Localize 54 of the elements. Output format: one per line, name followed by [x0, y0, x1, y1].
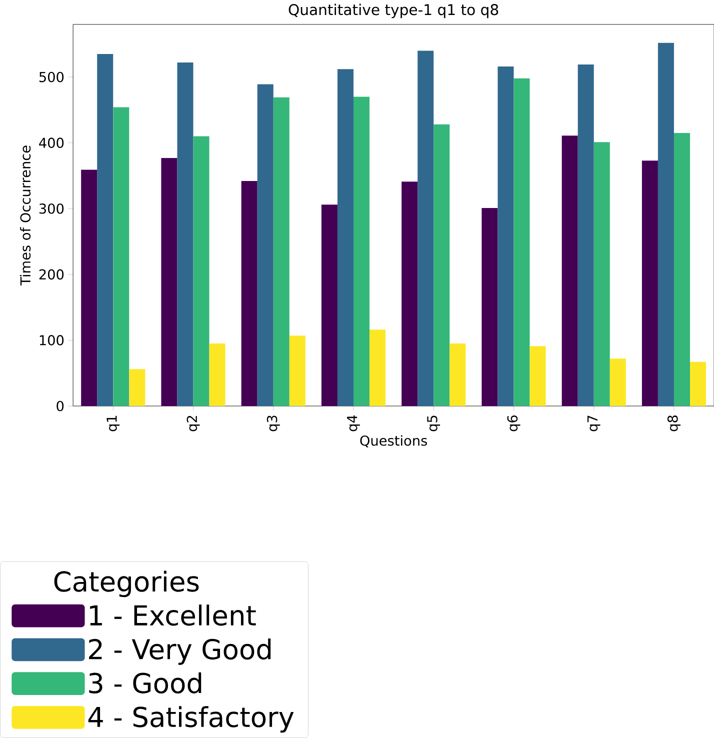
bar: [353, 96, 370, 406]
bar: [658, 42, 674, 406]
bar: [530, 346, 546, 406]
x-tick-label: q6: [507, 415, 520, 432]
legend-label: 1 - Excellent: [90, 604, 256, 626]
bar: [642, 160, 658, 406]
bar: [450, 344, 466, 406]
bar: [369, 330, 386, 406]
bar: [80, 170, 97, 406]
x-tick-label: q1: [106, 416, 120, 432]
legend-label: 3 - Good: [89, 672, 201, 694]
x-tick-label: q5: [427, 416, 440, 432]
bar: [562, 136, 578, 406]
bar: [433, 124, 450, 406]
bar: [241, 180, 258, 406]
bar: [161, 158, 178, 406]
x-tick-label: q2: [186, 416, 200, 432]
chart-title: Quantitative type-1 q1 to q8: [288, 4, 498, 18]
bar: [321, 204, 338, 406]
bar: [209, 344, 226, 406]
bar: [193, 136, 210, 406]
legend-label: 2 - Very Good: [88, 638, 270, 665]
bar: [482, 208, 498, 406]
bar: [610, 358, 626, 406]
y-tick-label: 0: [56, 400, 64, 412]
bar: [96, 54, 114, 406]
bar: [498, 66, 514, 406]
bar: [514, 78, 530, 406]
y-tick-label: 500: [39, 72, 64, 82]
bar: [690, 362, 706, 406]
y-tick-label: 400: [38, 138, 64, 148]
x-tick-label: q3: [266, 416, 280, 432]
y-axis-title: Times of Occurrence: [20, 146, 30, 286]
x-tick-label: q4: [346, 415, 360, 432]
y-tick-label: 300: [39, 203, 64, 214]
bar: [289, 336, 306, 406]
bar: [177, 62, 194, 406]
legend-title: Categories: [54, 570, 199, 598]
x-axis-title: Questions: [360, 435, 427, 448]
bar: [417, 50, 434, 406]
bar: [594, 142, 610, 406]
legend-label: 4 - Satisfactory: [88, 706, 294, 733]
y-tick-label: 200: [39, 269, 64, 280]
bar: [578, 64, 594, 406]
x-tick-label: q7: [587, 416, 600, 432]
bar: [674, 132, 690, 406]
bar: [257, 84, 274, 406]
bar: [129, 369, 146, 406]
bar: [401, 182, 418, 406]
bar: [113, 107, 130, 406]
bar: [337, 69, 354, 406]
bar: [273, 97, 290, 406]
y-tick-label: 100: [40, 335, 64, 346]
x-tick-label: q8: [667, 416, 680, 432]
